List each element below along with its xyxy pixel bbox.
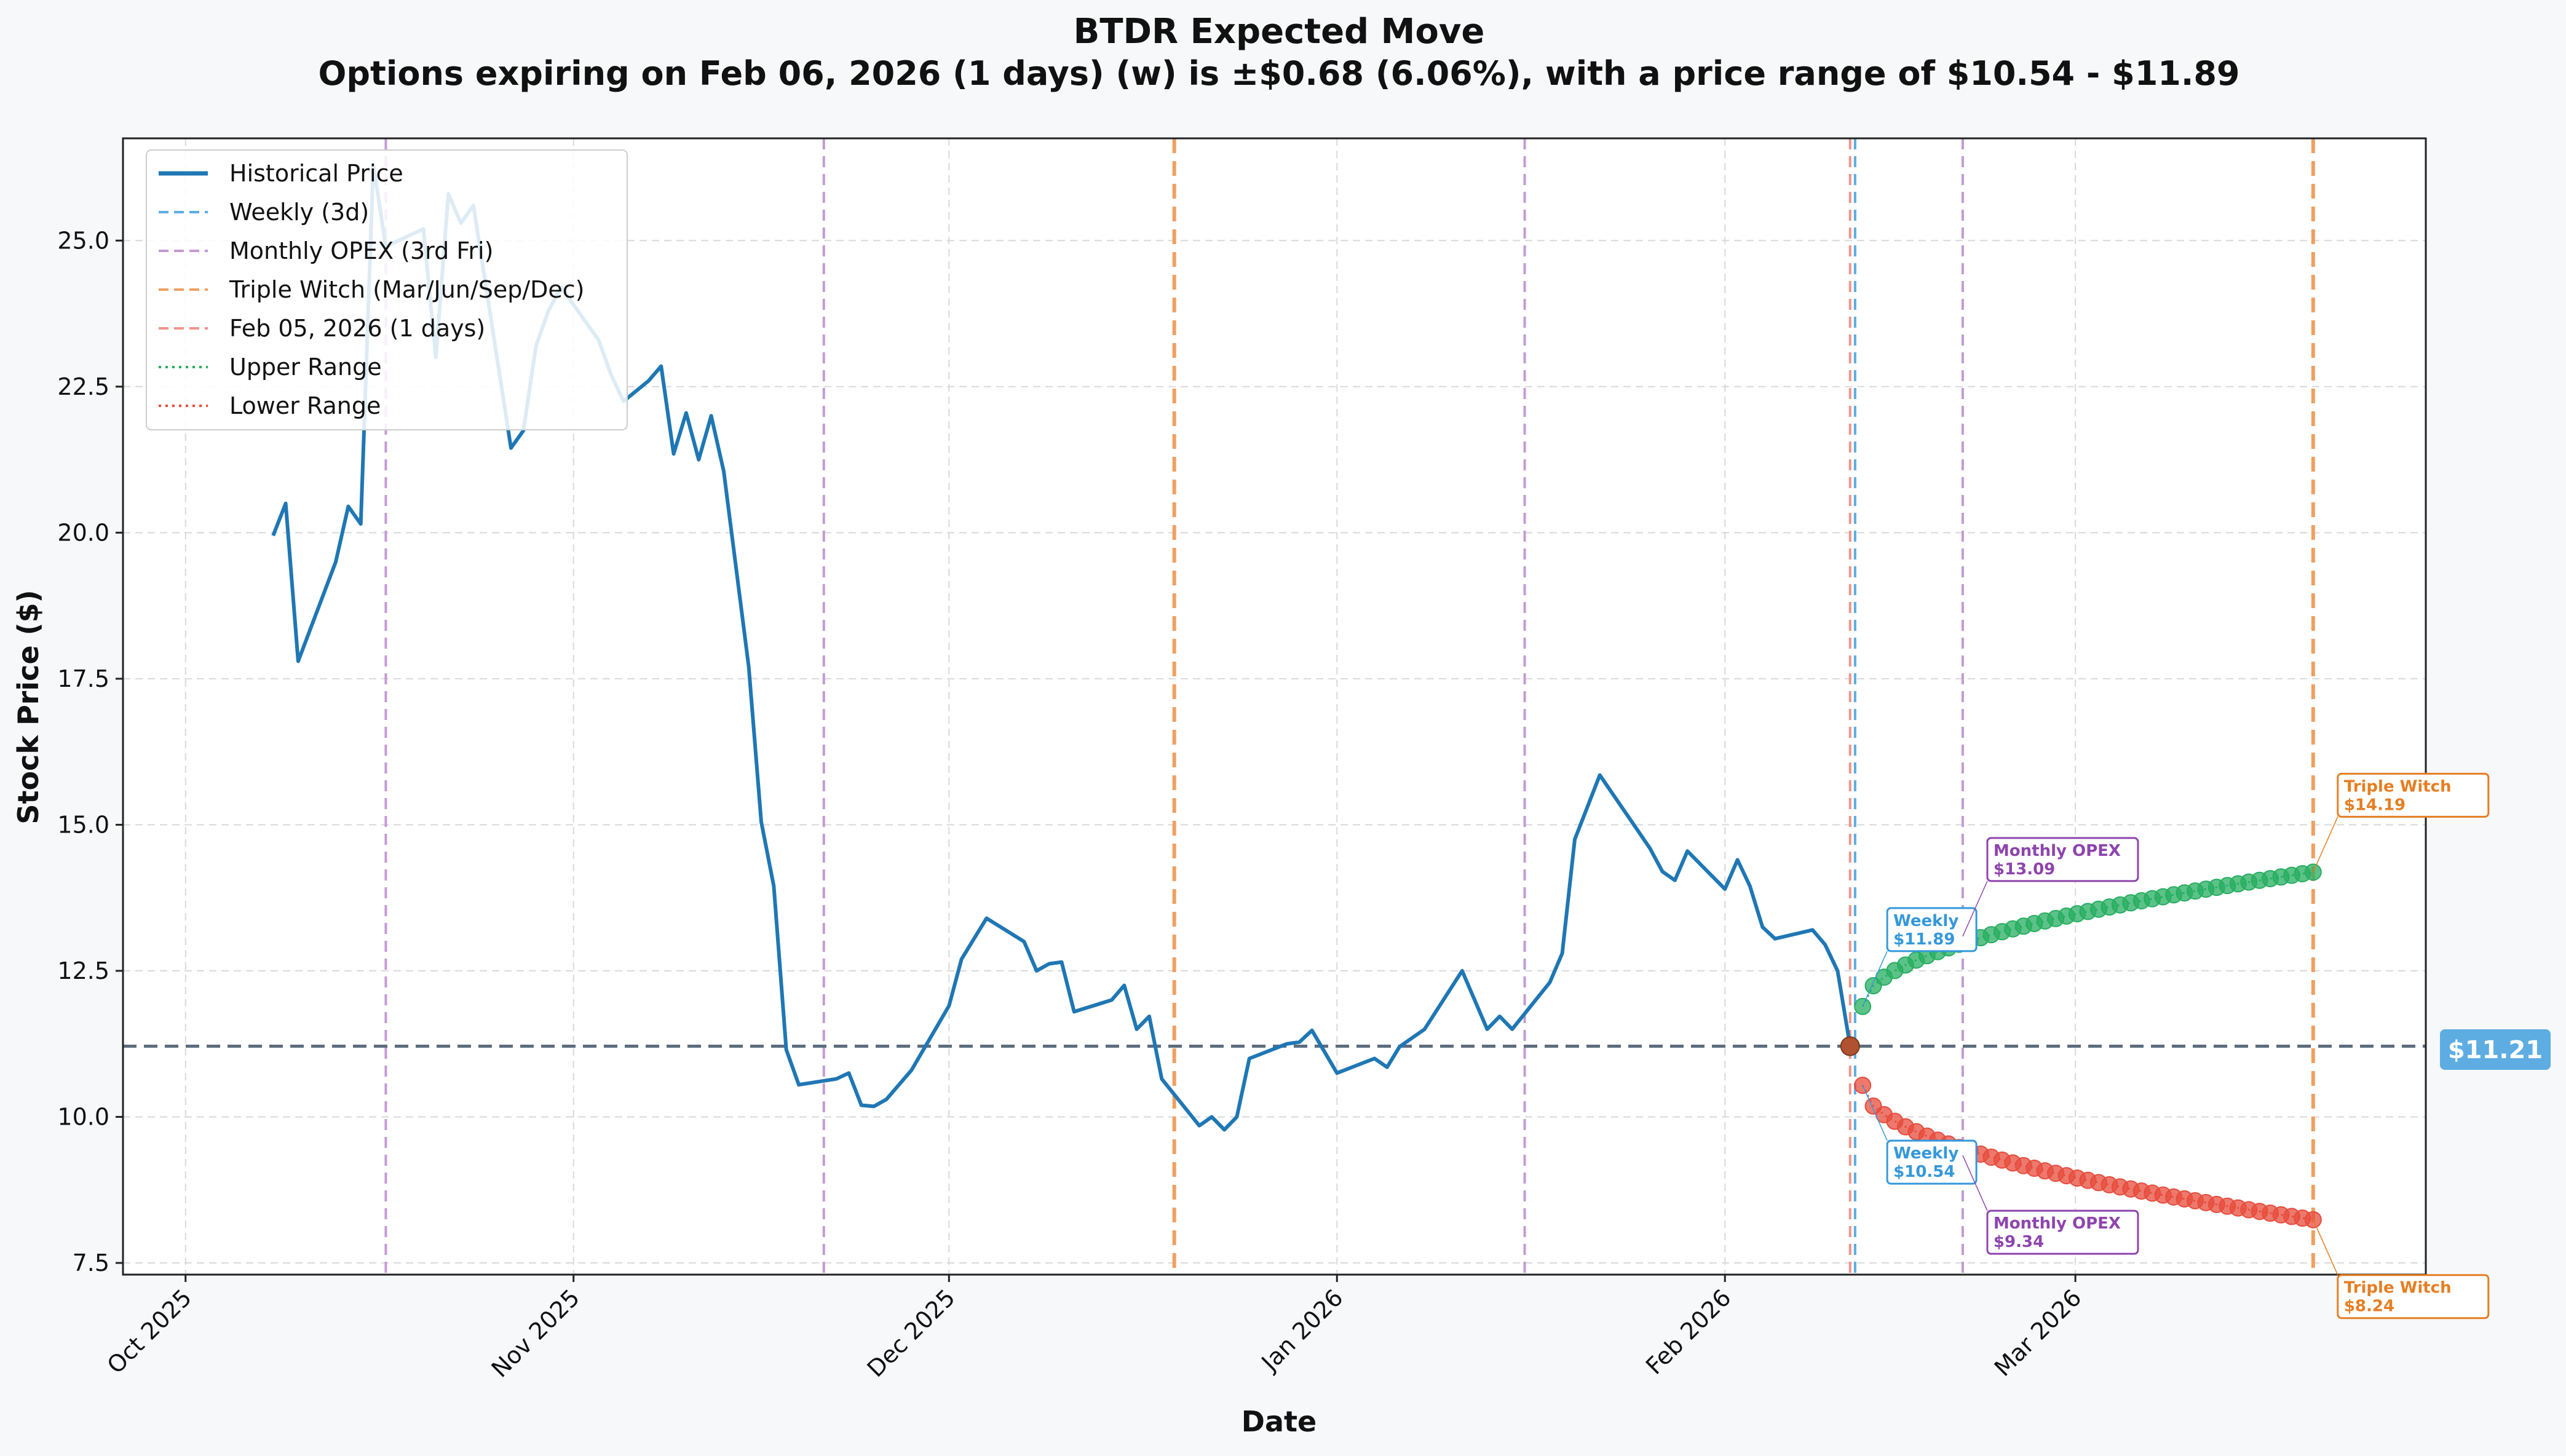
legend-label: Feb 05, 2026 (1 days) (229, 315, 485, 342)
legend-label: Weekly (3d) (229, 199, 369, 226)
annotation-leader-line (1962, 1155, 1988, 1211)
y-tick-label: 17.5 (57, 665, 109, 692)
legend-label: Monthly OPEX (3rd Fri) (229, 237, 493, 264)
y-tick-label: 7.5 (73, 1249, 109, 1276)
y-tick-label: 25.0 (57, 227, 109, 254)
annotation-title: Monthly OPEX (1994, 842, 2121, 860)
legend-label: Historical Price (229, 160, 403, 187)
plot-frame (122, 137, 2427, 1276)
current-price-tag: $11.21 (2440, 1029, 2551, 1070)
chart-subtitle: Options expiring on Feb 06, 2026 (1 days… (318, 54, 2239, 93)
y-axis-label: Stock Price ($) (12, 590, 45, 824)
x-axis-label: Date (1241, 1405, 1317, 1438)
annotation-value: $8.24 (2344, 1297, 2394, 1316)
annotation-value: $14.19 (2344, 796, 2406, 814)
y-tick-label: 22.5 (57, 373, 109, 400)
annotation-title: Triple Witch (2344, 777, 2452, 796)
annotation-title: Weekly (1893, 912, 1958, 930)
annotation-leader-line (1862, 951, 1888, 1007)
current-price-label: $11.21 (2448, 1036, 2543, 1064)
y-tick-label: 12.5 (57, 957, 109, 984)
annotation-leader-line (2313, 817, 2338, 872)
annotation-leader-line (1962, 880, 1988, 937)
legend-label: Triple Witch (Mar/Jun/Sep/Dec) (229, 276, 584, 303)
annotation-value: $10.54 (1893, 1163, 1955, 1181)
annotation-value: $9.34 (1994, 1233, 2044, 1251)
annotation-leader-line (2313, 1219, 2338, 1275)
legend-label: Upper Range (229, 354, 382, 381)
annotation-value: $11.89 (1893, 930, 1955, 949)
current-price-marker (1840, 1036, 1860, 1056)
current-price-badge (2440, 1029, 2551, 1070)
annotation-title: Triple Witch (2344, 1279, 2452, 1297)
annotation-box (2337, 772, 2490, 818)
y-tick-label: 10.0 (57, 1103, 109, 1130)
y-tick-label: 20.0 (57, 519, 109, 546)
annotation-box (2337, 1274, 2490, 1320)
legend-box (146, 149, 628, 430)
annotation-leader-line (1862, 1085, 1888, 1141)
annotation-box (1886, 907, 1978, 952)
annotation-box (1986, 1209, 2139, 1255)
annotation-title: Weekly (1893, 1144, 1958, 1163)
legend-label: Lower Range (229, 392, 381, 419)
y-tick-label: 15.0 (57, 811, 109, 838)
annotation-box (1886, 1139, 1978, 1185)
legend: Historical Price Weekly (3d) Monthly OPEX … (146, 149, 628, 430)
annotation-box (1986, 837, 2139, 882)
annotation-value: $13.09 (1994, 860, 2055, 879)
annotation-title: Monthly OPEX (1994, 1214, 2121, 1233)
chart-title: BTDR Expected Move (1074, 12, 1485, 52)
